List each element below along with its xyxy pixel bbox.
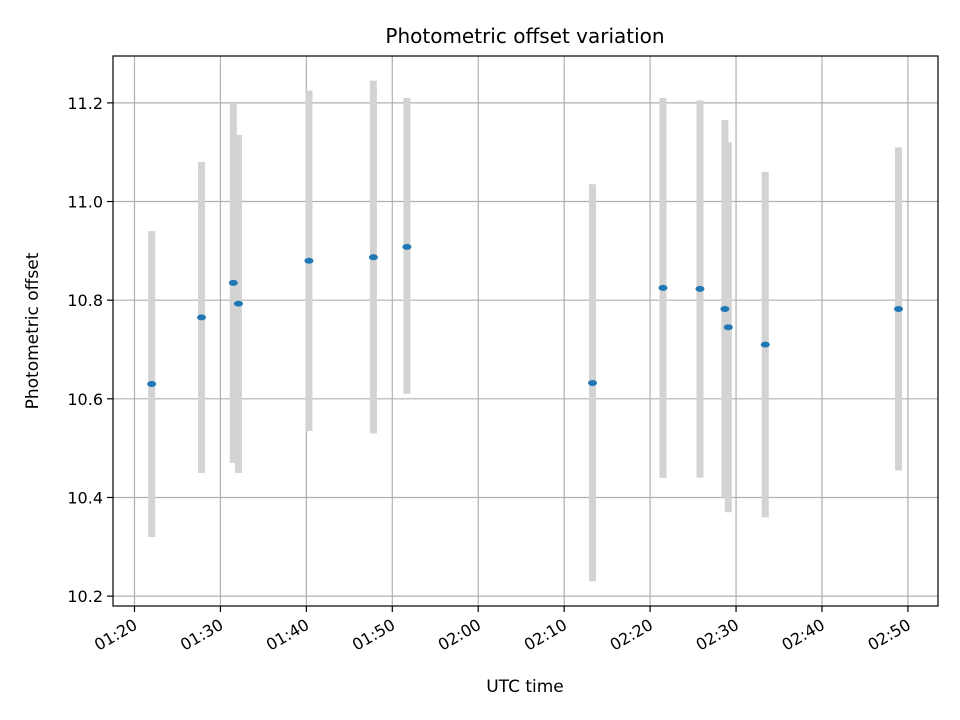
data-point (233, 300, 243, 307)
error-bars (148, 80, 902, 582)
x-tick-label: 01:50 (349, 615, 398, 655)
data-point (402, 243, 412, 250)
x-tick-label: 02:00 (435, 615, 484, 655)
plot-frame (112, 55, 939, 607)
y-tick-label: 10.6 (67, 390, 103, 409)
data-point (304, 257, 314, 264)
x-axis-label: UTC time (486, 677, 564, 697)
grid (113, 56, 938, 606)
x-tick-label: 02:10 (521, 615, 570, 655)
data-point (197, 314, 207, 321)
x-axis-ticks: 01:20 01:30 01:40 01:50 02:00 02:10 02:20 02:30… (91, 606, 914, 655)
y-tick-label: 10.8 (67, 291, 103, 310)
x-tick-label: 01:20 (91, 615, 140, 655)
data-point (588, 380, 598, 387)
x-tick-label: 01:30 (177, 615, 226, 655)
x-tick-label: 02:40 (779, 615, 828, 655)
x-tick-label: 02:50 (864, 615, 913, 655)
data-point (720, 306, 730, 313)
chart-title: Photometric offset variation (385, 24, 664, 48)
data-point (760, 341, 770, 348)
data-point (147, 381, 157, 388)
y-tick-label: 10.4 (67, 488, 103, 507)
y-tick-label: 11.0 (67, 193, 103, 212)
data-point (695, 285, 705, 292)
data-point (368, 254, 378, 261)
y-tick-label: 11.2 (67, 94, 103, 113)
y-axis-label: Photometric offset (23, 252, 43, 409)
x-tick-label: 02:30 (693, 615, 742, 655)
data-points (147, 243, 903, 388)
data-point (723, 324, 733, 331)
x-tick-label: 02:20 (607, 615, 656, 655)
y-tick-label: 10.2 (67, 587, 103, 606)
data-point (228, 279, 238, 286)
x-tick-label: 01:40 (263, 615, 312, 655)
data-point (658, 284, 668, 291)
y-axis-ticks: 10.2 10.4 10.6 10.8 11.0 11.2 (67, 94, 113, 606)
data-point (893, 306, 903, 313)
